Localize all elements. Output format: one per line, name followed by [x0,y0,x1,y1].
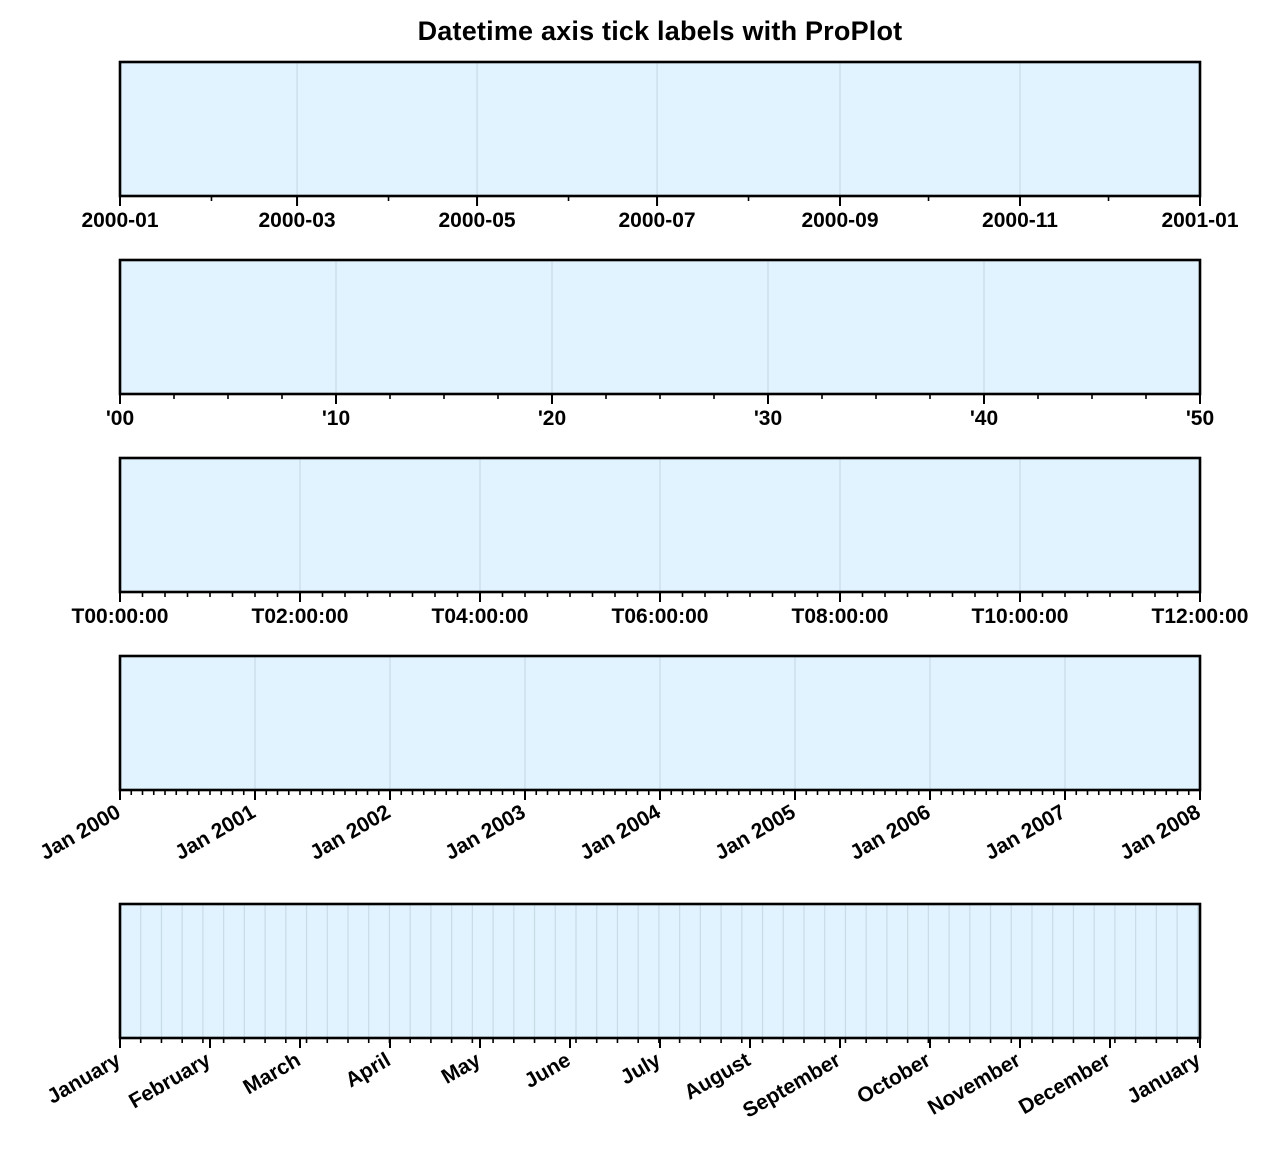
tick-label: 2000-01 [81,209,158,232]
tick-label: '00 [106,407,134,430]
tick-label: '30 [754,407,782,430]
panel-2: '00 '10 '20 '30 '40 '50 [106,258,1214,430]
chart-title: Datetime axis tick labels with ProPlot [417,16,903,46]
tick-label: Jan 2004 [576,800,665,864]
tick-label: September [739,1048,845,1122]
tick-label: '50 [1186,407,1214,430]
tick-label: 2000-07 [619,209,696,232]
tick-label: '20 [538,407,566,430]
tick-label: July [617,1048,665,1089]
tick-label: 2000-11 [982,209,1058,232]
tick-label: March [239,1048,304,1099]
tick-label: T08:00:00 [792,605,889,628]
tick-label: Jan 2005 [711,800,800,864]
tick-label: Jan 2000 [36,800,124,864]
tick-label: Jan 2003 [441,800,529,864]
tick-label: T04:00:00 [432,605,529,628]
tick-label: Jan 2007 [981,800,1069,864]
panel-5: January February March April May June July Augu… [43,902,1205,1123]
panel-frame [118,654,1202,792]
panel-background [120,62,1200,196]
tick-label: August [680,1048,754,1104]
tick-label: April [342,1048,395,1092]
tick-label: 2000-03 [259,209,336,232]
panel-4: Jan 2000 Jan 2001 Jan 2002 Jan 2003 Jan 2004… [36,654,1205,865]
tick-label: November [924,1048,1024,1119]
tick-label: T06:00:00 [612,605,709,628]
tick-label: Jan 2008 [1116,800,1205,864]
tick-label: Jan 2006 [846,800,934,864]
panel-frame [118,258,1202,396]
panel-1: 2000-01 2000-03 2000-05 2000-07 2000-09 2000-… [81,60,1239,232]
tick-label: 2000-09 [801,209,878,232]
tick-label: Jan 2002 [306,800,394,864]
tick-label: June [521,1048,575,1092]
panel-background [120,260,1200,394]
tick-label: '40 [970,407,998,430]
tick-label: January [1123,1048,1205,1108]
panel-frame [118,456,1202,594]
panel-3: T00:00:00 T02:00:00 T04:00:00 T06:00:00 T08:… [72,456,1249,628]
tick-label: December [1015,1048,1114,1119]
tick-label: T02:00:00 [252,605,349,628]
panel-frame [118,902,1202,1040]
tick-label: February [125,1048,215,1113]
tick-label: T10:00:00 [972,605,1069,628]
tick-label: T00:00:00 [72,605,169,628]
tick-label: Jan 2001 [171,800,260,864]
tick-label: T12:00:00 [1152,605,1249,628]
tick-label: October [853,1048,934,1108]
panel-background [120,904,1200,1038]
tick-label: May [438,1048,485,1089]
tick-label: 2000-05 [439,209,516,232]
tick-label: 2001-01 [1161,209,1238,232]
panel-frame [118,60,1202,198]
tick-label: January [43,1048,125,1108]
tick-label: '10 [322,407,350,430]
